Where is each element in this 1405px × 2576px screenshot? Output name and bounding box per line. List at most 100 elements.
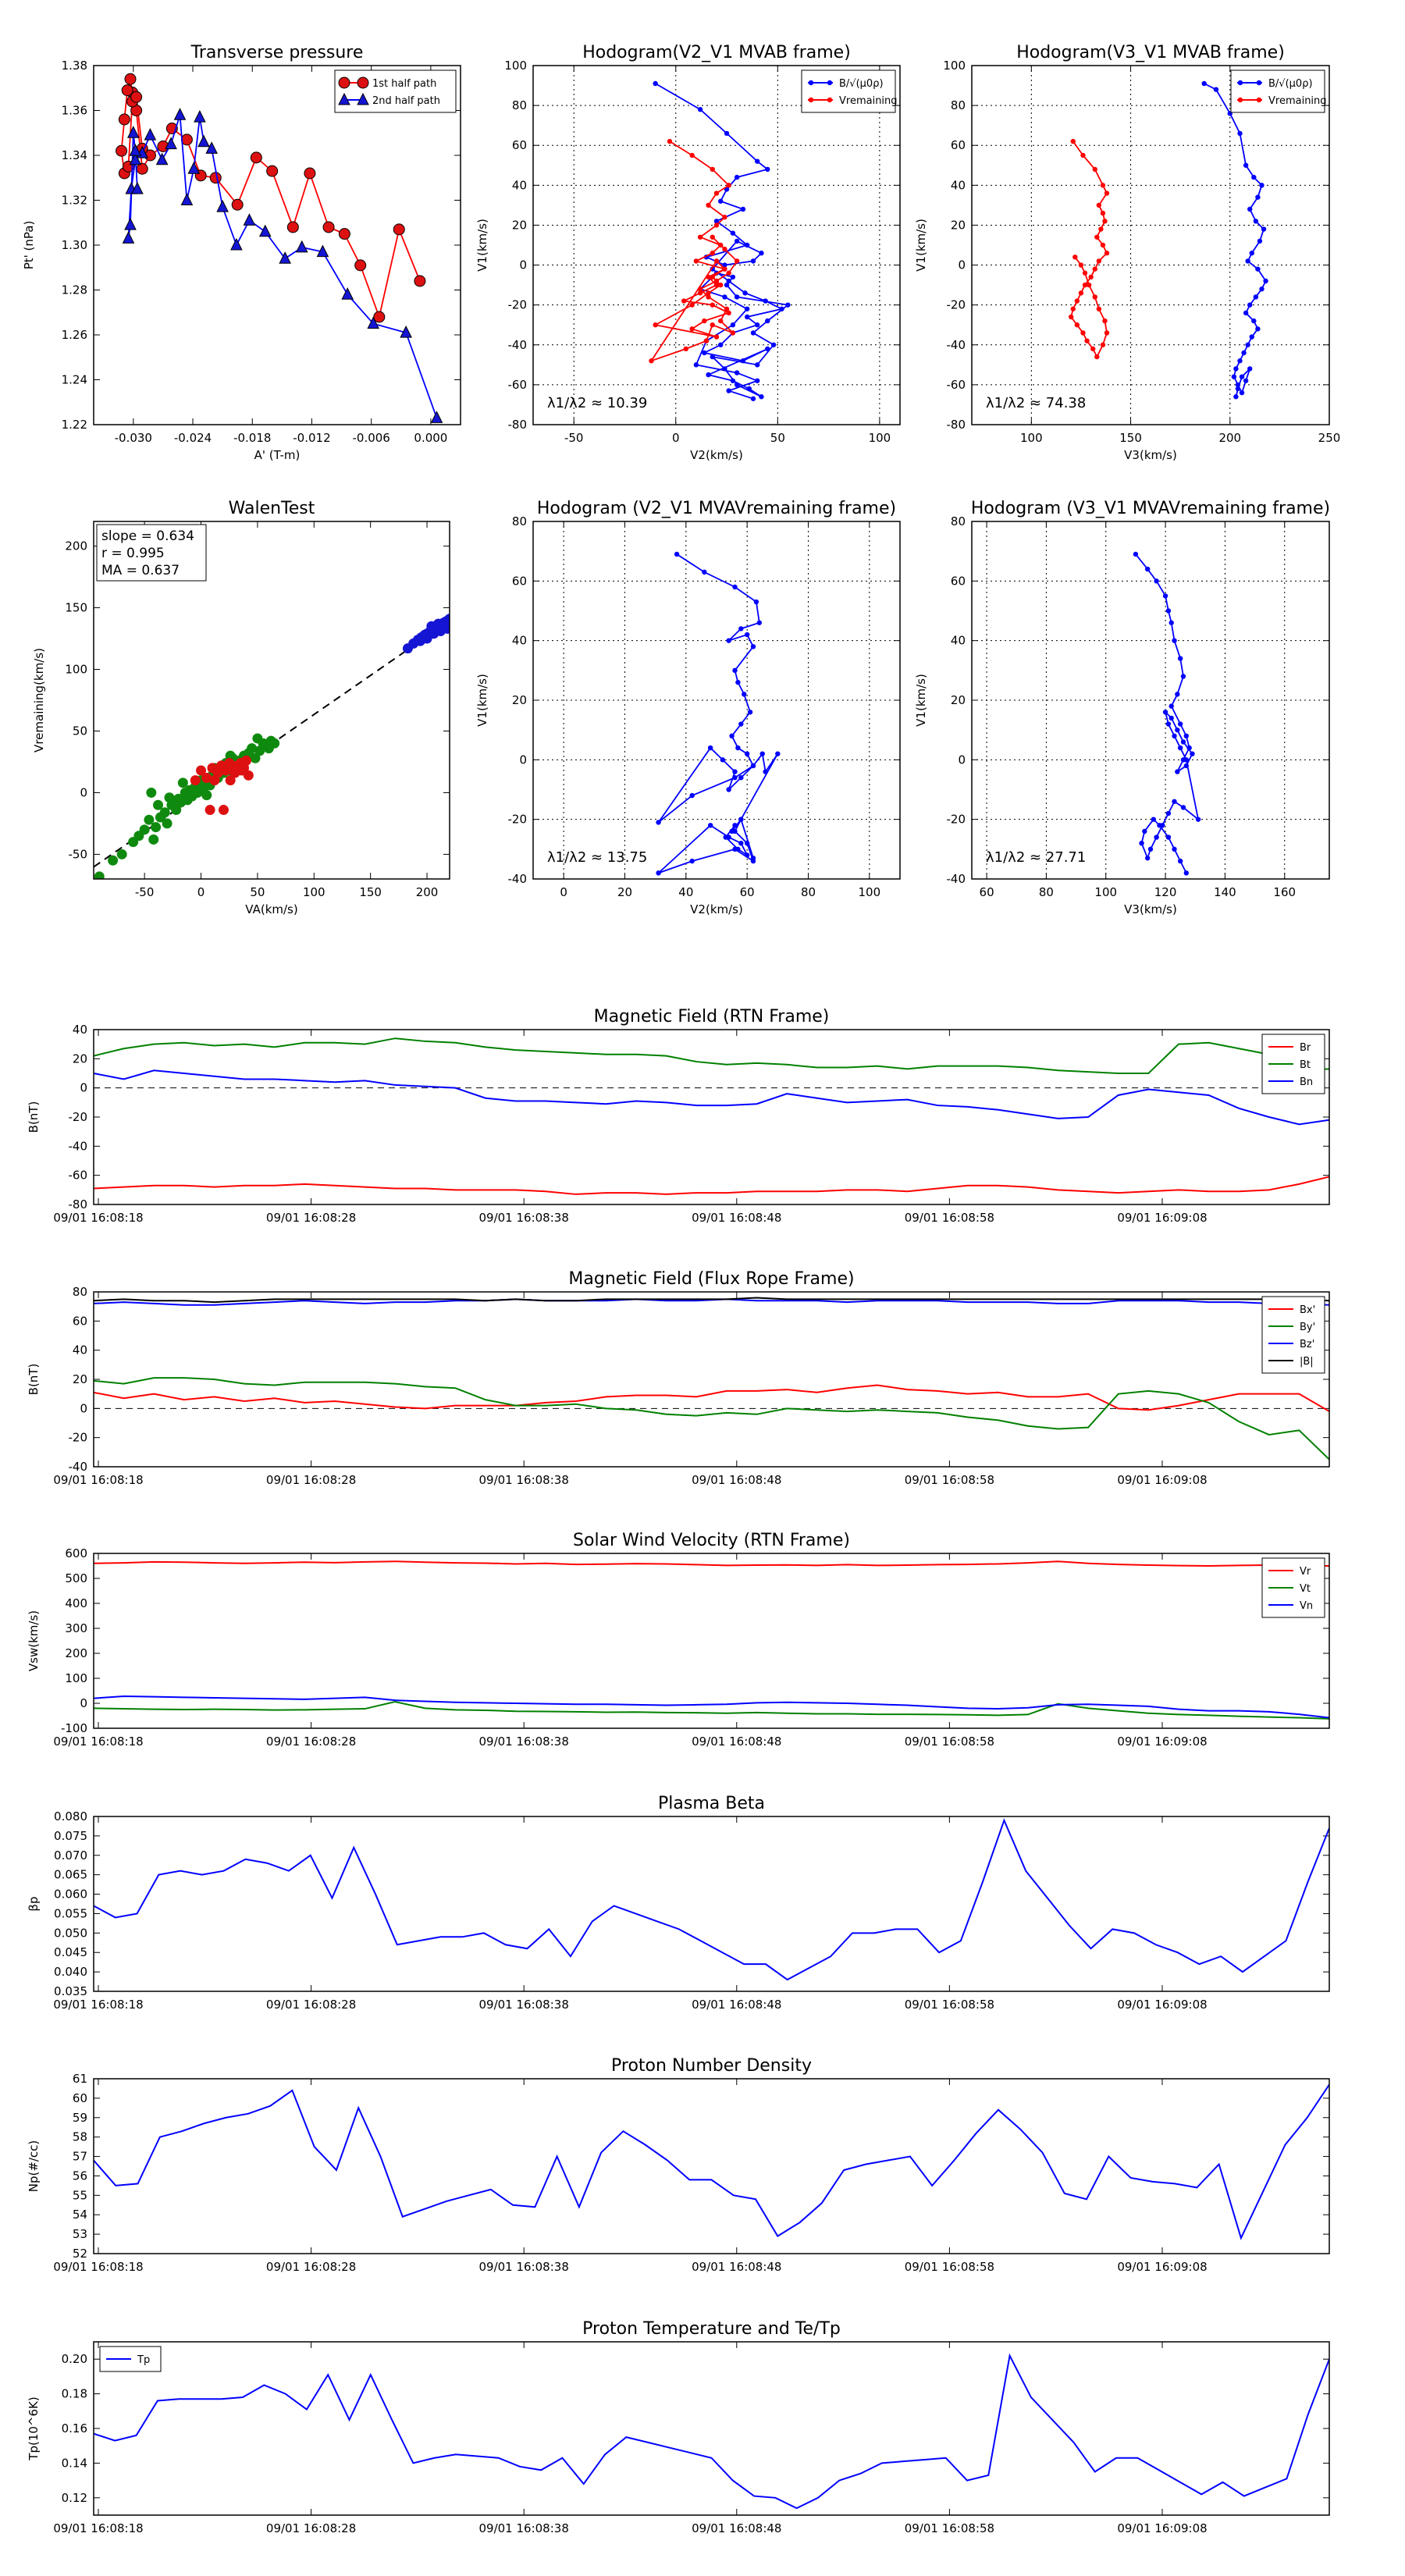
hodo_mvab_v3-xtick-label-2: 200 <box>1218 431 1241 445</box>
pt-legend-marker-0 <box>338 76 350 89</box>
hodo_mvab_v3-series-0-point <box>1255 194 1261 200</box>
hodo_mvab_v2-series-1-point <box>726 310 731 316</box>
np-time-label-0: 09/01 16:08:18 <box>53 2260 143 2274</box>
hodo_mvab_v2-series-0-point <box>750 330 756 336</box>
hodo_mvav_v2-series-0-point <box>732 775 738 781</box>
hodo_mvab_v2-series-0-point <box>755 158 760 164</box>
hodo_mvab_v3-series-1-point <box>1090 346 1096 352</box>
hodo_mvab_v2-series-1-point <box>689 302 695 308</box>
hodo_mvab_v2-series-1-point <box>722 215 727 220</box>
pt-ytick-label-4: 1.30 <box>62 238 87 252</box>
hodo_mvab_v3-series-0-point <box>1245 342 1250 347</box>
b_rtn-series-1-line <box>94 1037 1329 1074</box>
hodo_mvab_v2-series-0-point <box>713 219 720 224</box>
pt-series-1-point <box>230 237 243 251</box>
hodo_mvav_v3-series-0-point <box>1190 751 1195 756</box>
hodo_mvab_v2-series-0-point <box>724 282 730 288</box>
hodo_mvab_v3-series-0-point <box>1257 238 1263 244</box>
hodo_mvab_v2-series-1-point <box>710 322 715 328</box>
hodo_mvab_v3-series-1-point <box>1096 202 1102 208</box>
hodo_mvab_v2-legend-marker-0 <box>827 80 833 86</box>
tp-time-label-0: 09/01 16:08:18 <box>53 2521 143 2535</box>
hodo_mvab_v2-series-1-point <box>734 258 740 264</box>
hodo_mvab_v2-series-0-point <box>765 166 770 173</box>
hodo_mvav_v3-series-0-point <box>1144 566 1151 572</box>
hodo_mvab_v2-series-0-point <box>730 378 736 383</box>
np-series-0-line <box>94 2083 1329 2240</box>
walen-series-1-point <box>201 772 212 783</box>
hodo_mvav_v2-series-0-point <box>759 751 765 756</box>
hodo_mvab_v3-xlabel: V3(km/s) <box>1124 448 1177 462</box>
hodo_mvab_v2-eigen-ratio: λ1/λ2 ≈ 10.39 <box>547 395 647 411</box>
beta-series-0-line <box>94 1818 1329 1981</box>
pt-ytick-label-3: 1.28 <box>62 283 87 297</box>
hodo_mvab_v2-series-1-point <box>689 326 695 332</box>
hodo_mvab_v2-series-1-point <box>706 274 711 280</box>
b_fr-time-label-5: 09/01 16:09:08 <box>1117 1473 1207 1487</box>
b_rtn-chart: -80 -60 -40 -20 0 20 40 Magnetic Field (RTN Fra… <box>27 1007 1330 1225</box>
np-plot-content <box>94 2083 1329 2240</box>
hodo_mvab_v2-series-0-point <box>759 394 764 400</box>
pt-series-1-point <box>180 193 194 205</box>
hodo_mvab_v2-series-1-point <box>710 302 715 308</box>
pt-series-1-point <box>129 152 142 165</box>
hodo_mvab_v2-series-1-point <box>706 202 711 208</box>
np-ytick-label-1: 53 <box>73 2227 87 2241</box>
hodo_mvab_v2-series-1-point <box>710 274 715 280</box>
hodo_mvav_v2-series-0-point <box>732 584 738 590</box>
hodo_mvav_v2-series-0-point <box>729 733 735 738</box>
b_fr-time-label-4: 09/01 16:08:58 <box>905 1473 994 1487</box>
b_fr-ytick-label-2: 0 <box>80 1401 87 1415</box>
hodo_mvab_v2-series-0-point <box>693 362 699 368</box>
hodo_mvav_v3-series-0-point <box>1165 834 1172 840</box>
pt-legend-label-0: 1st half path <box>372 78 436 90</box>
np-title: Proton Number Density <box>611 2056 812 2076</box>
pt-series-1-line <box>127 114 438 418</box>
vsw-ylabel: Vsw(km/s) <box>27 1610 41 1671</box>
hodo_mvab_v3-series-1-point <box>1088 274 1094 280</box>
hodo_mvav_v2-series-0-point <box>756 620 763 625</box>
hodo_mvav_v2-series-0-point <box>656 870 661 876</box>
hodo_mvav_v3-xtick-label-5: 160 <box>1273 885 1296 899</box>
pt-legend-marker-1 <box>357 92 369 105</box>
hodo_mvab_v3-series-1-line <box>1070 141 1108 359</box>
hodo_mvav_v3-series-0-point <box>1177 656 1183 661</box>
hodo_mvab_v2-series-1-point <box>649 358 654 364</box>
b_rtn-time-label-5: 09/01 16:09:08 <box>1117 1211 1207 1225</box>
hodo_mvav_v2-xtick-label-1: 20 <box>617 885 632 899</box>
hodo_mvab_v2-series-1-point <box>697 286 703 292</box>
hodo_mvab_v3-series-0-point <box>1237 130 1243 137</box>
hodo_mvav_v2-series-0-point <box>732 769 738 774</box>
hodo_mvab_v3-series-0-point <box>1239 390 1245 396</box>
hodo_mvab_v2-series-1-point <box>710 166 715 173</box>
b_rtn-legend-label-2: Bn <box>1300 1076 1313 1088</box>
walen-series-0-point <box>94 871 105 879</box>
hodo_mvav_v3-ytick-label-6: 80 <box>951 514 966 528</box>
pt-series-0-point <box>116 144 128 157</box>
np-ytick-label-9: 61 <box>73 2072 87 2086</box>
walen-series-0-point <box>159 807 170 818</box>
walen-series-1-point <box>243 770 254 781</box>
hodo_mvab_v3-series-0-point <box>1255 326 1261 332</box>
hodo_mvab_v3-series-1-point <box>1096 306 1102 311</box>
walen-title: WalenTest <box>229 499 315 518</box>
beta-ytick-label-2: 0.045 <box>54 1945 87 1959</box>
hodo_mvab_v2-series-0-point <box>734 370 740 375</box>
hodo_mvav_v2-series-0-point <box>732 828 738 834</box>
hodo_mvab_v3-series-0-point <box>1261 226 1267 232</box>
pt-series-1-point <box>295 240 308 253</box>
walen-series-0-point <box>162 818 173 829</box>
pt-series-1-point <box>205 141 218 154</box>
hodo_mvab_v3-series-0-point <box>1237 358 1243 364</box>
hodo_mvav_v3-chart: 60 80 100 120 140 160 -40 -20 0 20 40 60 80 Hodogram … <box>914 499 1330 916</box>
walen-series-0-point <box>247 743 258 754</box>
walen-series-1-point <box>209 775 220 786</box>
np-chart: 52 53 54 55 56 57 58 59 60 61 Proton Number Densit… <box>27 2056 1330 2274</box>
hodo_mvav_v3-xtick-label-4: 140 <box>1214 885 1236 899</box>
hodo_mvab_v2-series-1-point <box>667 138 673 144</box>
pt-ytick-label-7: 1.36 <box>62 104 87 118</box>
b_fr-legend-label-2: Bz' <box>1300 1339 1314 1350</box>
hodo_mvab_v2-series-0-point <box>730 322 736 328</box>
beta-time-label-5: 09/01 16:09:08 <box>1117 1998 1207 2012</box>
